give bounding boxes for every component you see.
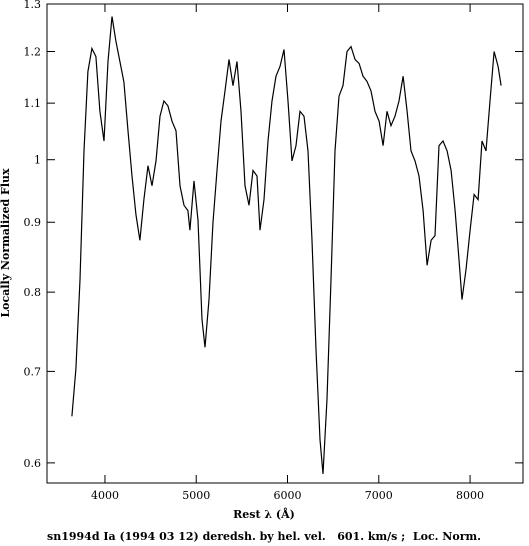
y-tick-label: 1 xyxy=(34,154,41,167)
y-tick-label: 1.2 xyxy=(24,46,42,59)
y-tick-label: 0.7 xyxy=(24,365,42,378)
y-axis-label: Locally Normalized Flux xyxy=(0,168,12,318)
x-tick-label: 6000 xyxy=(274,489,302,502)
spectrum-line xyxy=(71,16,502,474)
y-tick-label: 0.9 xyxy=(24,216,42,229)
y-tick-label: 0.6 xyxy=(24,457,42,470)
x-tick-label: 5000 xyxy=(182,489,210,502)
plot-frame xyxy=(46,3,524,484)
x-tick-label: 4000 xyxy=(91,489,119,502)
y-tick-label: 1.1 xyxy=(24,97,42,110)
caption: sn1994d Ia (1994 03 12) deredsh. by hel.… xyxy=(47,530,481,543)
x-tick-label: 7000 xyxy=(365,489,393,502)
x-axis-label: Rest λ (Å) xyxy=(233,507,295,521)
y-tick-label: 0.8 xyxy=(24,286,42,299)
y-tick-label: 1.3 xyxy=(24,0,42,11)
x-tick-label: 8000 xyxy=(456,489,484,502)
